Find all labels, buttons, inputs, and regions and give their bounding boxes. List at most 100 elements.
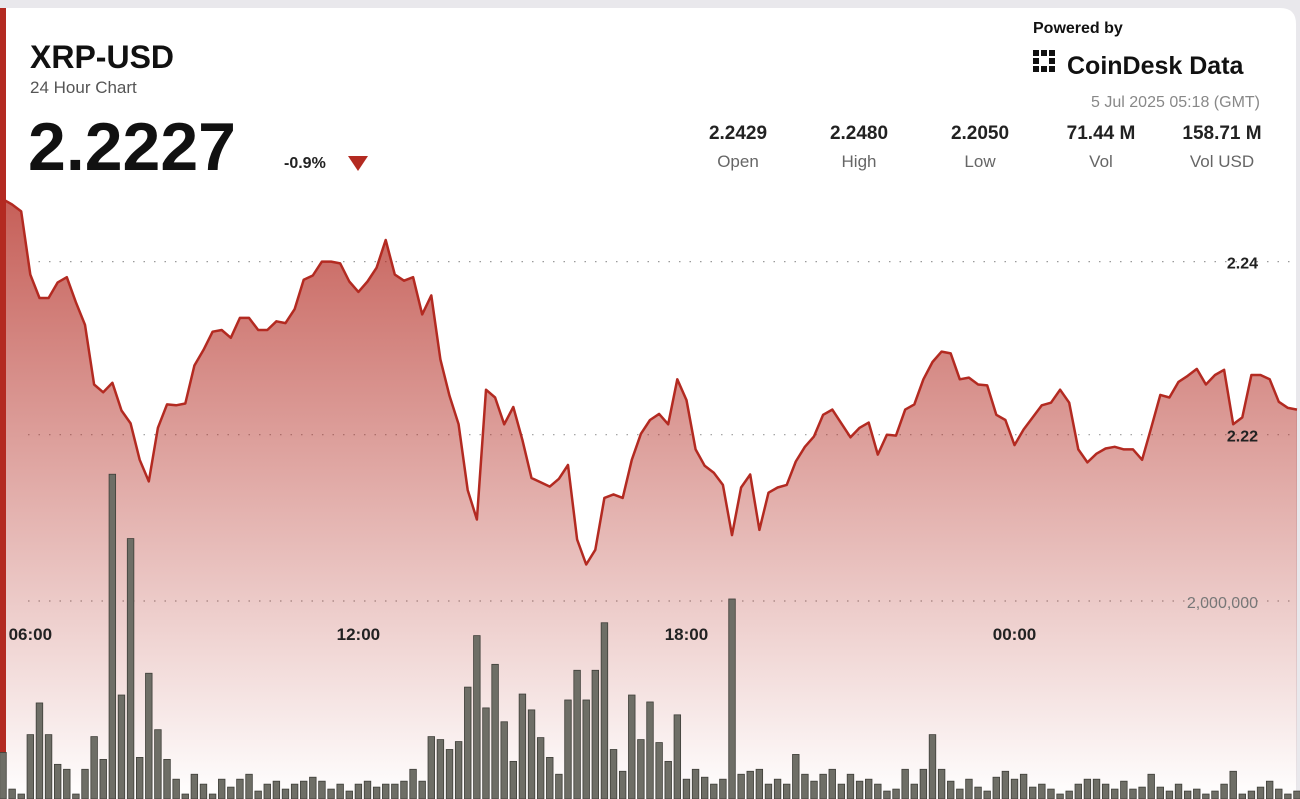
volume-bar [828, 768, 836, 799]
volume-bar [837, 783, 846, 799]
volume-bar [1193, 788, 1201, 799]
volume-bar [883, 790, 891, 799]
volume-bar [145, 672, 153, 799]
symbol: XRP-USD [30, 39, 174, 75]
volume-bar [1092, 778, 1101, 799]
volume-bar [1083, 778, 1092, 799]
volume-bar [974, 786, 982, 799]
volume-bar [746, 770, 754, 799]
area-layer [3, 199, 1297, 799]
volume-bar [591, 669, 600, 799]
volume-bar [500, 721, 508, 799]
volume-bar [1129, 788, 1137, 799]
y-tick-label: 2.24 [1227, 256, 1258, 273]
volume-bar [855, 780, 864, 799]
volume-bar [1247, 790, 1256, 799]
volume-bar [901, 768, 909, 799]
volume-bar [345, 790, 353, 799]
volume-bar [773, 778, 782, 799]
volume-bar [72, 793, 80, 799]
x-tick-label: 12:00 [337, 625, 380, 644]
volume-bar [254, 790, 262, 799]
volume-bar [473, 635, 481, 799]
volume-bar [919, 768, 928, 799]
volume-bar [199, 783, 208, 799]
volume-bar [418, 780, 426, 799]
stats: 2.2429 Open 2.2480 High 2.2050 Low 71.44 M Vol 1… [709, 123, 1262, 171]
volume-bar [454, 741, 463, 799]
volume-bar [218, 778, 226, 799]
volume-bar [947, 780, 955, 799]
volume-bar [737, 773, 745, 799]
volume-bar [227, 786, 235, 799]
stat-value: 2.2480 [830, 123, 888, 144]
volume-bar [1010, 778, 1019, 799]
volume-bar [509, 760, 517, 799]
price: 2.2227 [28, 109, 236, 185]
price-line [2, 198, 1298, 566]
volume-bar [682, 778, 691, 799]
volume-bar [99, 758, 107, 799]
y-tick-label: 2.22 [1227, 429, 1258, 446]
volume-bar [1047, 788, 1055, 799]
stat-label: Vol [1089, 152, 1113, 171]
volume-bar [363, 780, 372, 799]
timestamp: 5 Jul 2025 05:18 (GMT) [1091, 94, 1260, 111]
volume-bar [1229, 770, 1237, 799]
plot: 2.22 2.24 06:00 12:00 18:00 00:00 2,000,000 [0, 198, 1300, 799]
volume-bar [1202, 793, 1210, 799]
volume-bar [527, 709, 536, 799]
volume-bar [792, 754, 800, 799]
stat-value: 2.2050 [951, 123, 1009, 144]
volume-bar [126, 538, 135, 799]
volume-bar [136, 757, 144, 799]
volume-bar [1256, 786, 1265, 799]
volume-bar [546, 757, 554, 799]
volume-bar [1174, 783, 1183, 799]
volume-bar [819, 773, 827, 799]
volume-bar [427, 736, 435, 799]
stat-label: High [842, 152, 877, 171]
volume-bar [236, 778, 244, 799]
labels: 2.22 2.24 06:00 12:00 18:00 00:00 2,000,000 [9, 256, 1259, 644]
volume-bar [910, 783, 918, 799]
volume-bar [1211, 790, 1219, 799]
volume-bar [846, 773, 855, 799]
x-tick-label: 00:00 [993, 625, 1036, 644]
volume-bar [372, 786, 381, 799]
volume-bar [354, 783, 363, 799]
volume-bar [992, 776, 1000, 799]
volume-bar [436, 739, 445, 799]
volume-bar [90, 736, 98, 799]
volume-bar [1265, 780, 1274, 799]
volume-bar [290, 783, 299, 799]
volume-bar [892, 788, 900, 799]
volume-bar [755, 768, 764, 799]
volume-bar [691, 768, 700, 799]
volume-bar [44, 734, 53, 799]
volume-bar [382, 783, 390, 799]
volume-bar [400, 780, 408, 799]
volume-bar [609, 749, 618, 799]
volume-bar [26, 734, 35, 799]
volume-bar [8, 788, 16, 799]
volume-bar [281, 788, 290, 799]
volume-bar [518, 693, 527, 799]
volume-bar [1293, 790, 1300, 799]
stat-value: 158.71 M [1182, 123, 1261, 144]
x-tick-label: 18:00 [665, 625, 708, 644]
volume-bar [1238, 793, 1247, 799]
volume-bar [582, 699, 590, 799]
stat-label: Open [717, 152, 759, 171]
powered-by: Powered by [1033, 20, 1123, 37]
volume-bar [536, 737, 545, 799]
volume-bar [117, 694, 126, 799]
volume-bar [163, 758, 171, 799]
volume-bar [464, 686, 472, 799]
volume-bar [628, 694, 636, 799]
volume-bar [1120, 780, 1128, 799]
volume-bar [327, 788, 335, 799]
volume-bar [35, 702, 44, 799]
volume-bar [1147, 773, 1155, 799]
